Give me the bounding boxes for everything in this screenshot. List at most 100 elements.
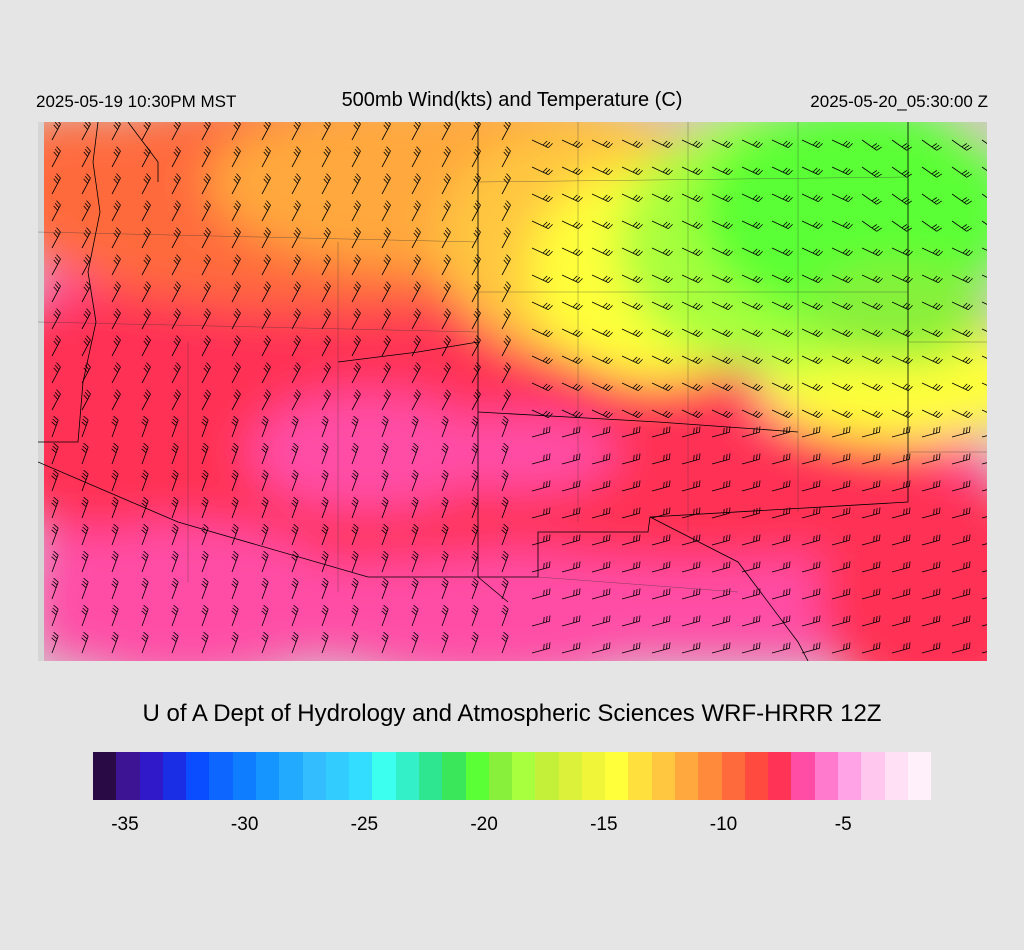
wind-barb bbox=[621, 534, 641, 546]
wind-barb bbox=[951, 274, 973, 283]
wind-barb bbox=[831, 193, 853, 202]
wind-barb bbox=[831, 453, 851, 465]
wind-barb bbox=[711, 426, 731, 438]
wind-barb bbox=[951, 561, 971, 573]
wind-barb bbox=[711, 615, 731, 627]
wind-barb bbox=[261, 335, 271, 357]
colorbar-swatch bbox=[721, 752, 745, 800]
wind-barb bbox=[141, 227, 151, 249]
wind-barb bbox=[261, 604, 269, 627]
wind-barb bbox=[921, 139, 942, 151]
wind-barb bbox=[531, 166, 553, 175]
wind-barb bbox=[231, 389, 241, 411]
wind-barb bbox=[921, 166, 942, 178]
wind-barb bbox=[771, 301, 793, 310]
colorbar-swatch bbox=[325, 752, 350, 800]
wind-barb bbox=[831, 166, 853, 175]
wind-barb bbox=[591, 382, 613, 391]
colorbar-tick-label: -15 bbox=[590, 814, 618, 835]
wind-barb bbox=[201, 362, 211, 384]
wind-barb bbox=[171, 200, 181, 222]
wind-barb bbox=[741, 355, 763, 364]
wind-barb bbox=[111, 281, 121, 303]
wind-barb bbox=[561, 642, 581, 654]
wind-barb bbox=[81, 442, 89, 465]
wind-barb bbox=[261, 173, 271, 195]
wind-barb bbox=[171, 523, 179, 546]
wind-barb bbox=[801, 561, 821, 573]
wind-barb bbox=[921, 480, 941, 492]
wind-barb bbox=[51, 308, 61, 330]
valid-time-local: 2025-05-19 10:30PM MST bbox=[36, 92, 237, 111]
colorbar-swatch bbox=[861, 752, 885, 800]
wind-barb bbox=[141, 496, 149, 519]
wind-barb bbox=[471, 200, 481, 222]
wind-barb bbox=[321, 389, 331, 411]
wind-barb bbox=[861, 328, 883, 337]
county-lines bbox=[38, 122, 987, 593]
wind-barb bbox=[591, 274, 613, 283]
wind-barb bbox=[741, 193, 763, 202]
wind-barb bbox=[561, 274, 583, 283]
wind-barb bbox=[591, 166, 613, 175]
wind-barb bbox=[291, 227, 301, 249]
colorbar-swatch bbox=[465, 752, 489, 800]
wind-barb bbox=[171, 122, 181, 141]
wind-barb bbox=[861, 382, 883, 391]
wind-barb bbox=[561, 382, 583, 391]
wind-barb bbox=[51, 469, 59, 492]
wind-barb bbox=[141, 173, 151, 195]
wind-barb bbox=[141, 577, 149, 600]
wind-barb bbox=[441, 362, 451, 384]
wind-barb bbox=[501, 335, 511, 357]
wind-barb bbox=[141, 523, 149, 546]
wind-barb bbox=[411, 200, 421, 222]
wind-barb bbox=[381, 604, 389, 627]
wind-barb bbox=[861, 220, 882, 232]
wind-barb bbox=[411, 362, 421, 384]
wind-barb bbox=[861, 355, 883, 364]
wind-barb bbox=[201, 550, 209, 573]
wind-barb bbox=[681, 193, 703, 202]
wind-barb bbox=[771, 166, 793, 175]
wind-barb bbox=[321, 442, 329, 465]
wind-barb bbox=[561, 193, 583, 202]
wind-barb bbox=[441, 254, 451, 276]
wind-barb bbox=[291, 146, 301, 168]
wind-barb bbox=[111, 415, 119, 438]
wind-barb bbox=[381, 200, 391, 222]
wind-barb bbox=[681, 561, 701, 573]
wind-barb bbox=[891, 301, 913, 310]
wind-barb bbox=[501, 631, 509, 654]
wind-barb bbox=[471, 442, 479, 465]
wind-barb bbox=[411, 308, 421, 330]
wind-barb bbox=[921, 642, 941, 654]
wind-barb bbox=[351, 335, 361, 357]
wind-barb bbox=[951, 534, 971, 546]
wind-barb bbox=[891, 615, 911, 627]
wind-barb bbox=[321, 496, 329, 519]
wind-barb bbox=[861, 301, 883, 310]
colorbar-swatch bbox=[372, 752, 396, 800]
wind-barb bbox=[111, 523, 119, 546]
wind-barb bbox=[471, 254, 481, 276]
wind-barb bbox=[651, 301, 673, 310]
wind-barb bbox=[171, 173, 181, 195]
wind-barb bbox=[201, 631, 209, 654]
wind-barb bbox=[471, 469, 479, 492]
wind-barb bbox=[681, 247, 703, 256]
wind-barb bbox=[801, 139, 823, 148]
wind-barb bbox=[171, 362, 181, 384]
wind-barb bbox=[141, 122, 151, 141]
wind-barb bbox=[411, 281, 421, 303]
wind-barb bbox=[741, 139, 763, 148]
wind-barb bbox=[231, 604, 239, 627]
wind-barb bbox=[591, 193, 613, 202]
wind-barb bbox=[201, 604, 209, 627]
wind-barb bbox=[921, 588, 941, 600]
wind-barb bbox=[51, 389, 61, 411]
wind-barb bbox=[651, 588, 671, 600]
wind-barb bbox=[771, 139, 793, 148]
wind-barb bbox=[831, 409, 853, 418]
wind-barb bbox=[771, 355, 793, 364]
